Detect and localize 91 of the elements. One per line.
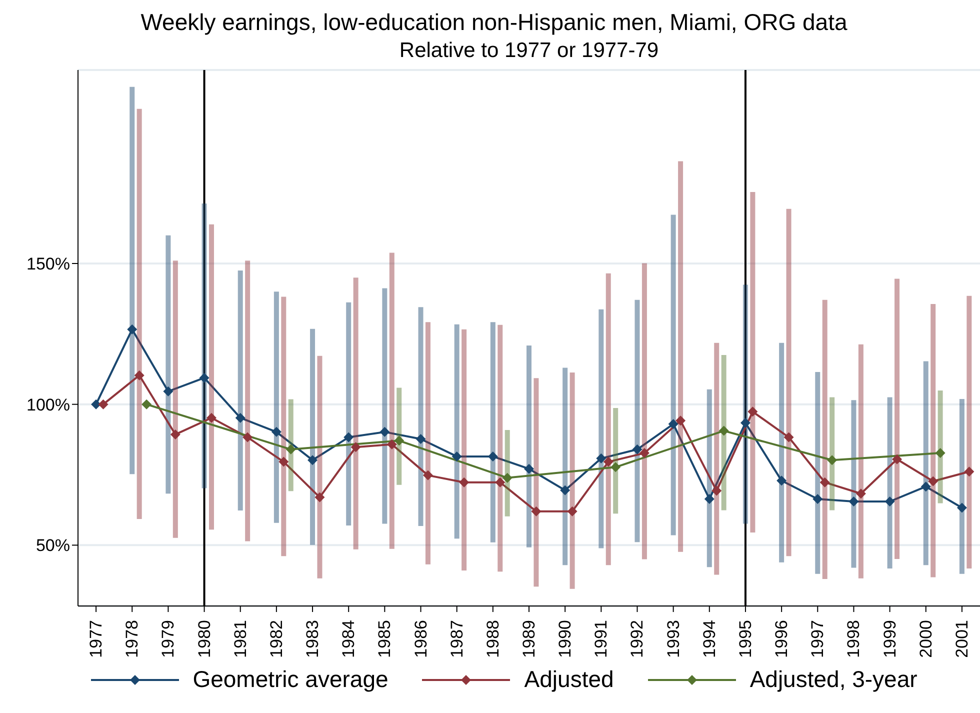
point [718,426,729,436]
point [488,451,498,462]
point [344,432,354,442]
x-tick-label: 1983 [303,620,322,658]
point [380,426,390,437]
point [884,496,895,507]
y-tick-label: 100% [26,395,70,414]
point [242,432,253,442]
x-tick-label: 1992 [628,620,647,658]
legend-label: Adjusted, 3-year [750,666,918,693]
point [422,470,433,480]
point [668,419,678,430]
point [235,412,246,423]
point [163,386,174,396]
point [98,399,108,410]
point [127,324,138,334]
point [560,485,570,496]
point [142,399,152,410]
x-tick-label: 1988 [483,620,502,658]
point [271,426,282,437]
x-tick-label: 1998 [844,620,864,658]
point [892,454,902,464]
x-tick-label: 1994 [700,620,719,658]
legend-label: Adjusted [524,666,614,693]
point [639,448,650,458]
point [134,370,144,380]
point [603,456,614,467]
point [91,399,102,410]
point [350,442,361,452]
chart-subtitle: Relative to 1977 or 1977-79 [398,38,660,64]
x-tick-label: 1986 [411,620,430,658]
x-tick-label: 1999 [880,620,900,658]
x-tick-label: 1990 [556,620,575,658]
point [206,412,216,423]
point [712,486,722,496]
x-tick-label: 1982 [266,620,286,658]
x-tick-label: 1981 [230,620,250,658]
point [848,496,859,507]
point [704,494,714,504]
legend-label: Geometric average [192,666,388,693]
x-tick-label: 1991 [592,620,611,658]
x-tick-label: 1996 [772,620,792,658]
point [610,462,621,472]
x-tick-label: 1993 [664,620,683,658]
x-tick-label: 1984 [339,620,358,658]
point [286,444,296,454]
x-tick-label: 1980 [194,620,214,658]
point [452,451,462,462]
x-tick-label: 1978 [122,620,142,658]
x-tick-label: 1977 [86,620,106,658]
point [502,472,512,483]
point [748,406,758,417]
point [935,448,946,458]
x-tick-label: 1997 [808,620,828,658]
point [170,429,180,440]
point [416,434,426,444]
x-tick-label: 2000 [916,620,936,658]
point [308,455,318,466]
x-tick-label: 2001 [952,620,972,658]
x-tick-label: 1995 [736,620,755,658]
point [386,439,397,450]
point [495,477,506,488]
y-tick-label: 50% [36,536,70,556]
point [531,506,542,516]
x-tick-label: 1979 [158,620,178,658]
chart-title: Weekly earnings, low-education non-Hispanic men, Miami, ORG data [140,8,848,36]
point [524,464,534,474]
point [567,506,578,516]
point [920,482,931,492]
point [776,476,787,486]
point [740,418,750,428]
x-tick-label: 1987 [447,620,466,658]
x-tick-label: 1985 [375,620,394,658]
point [820,477,830,488]
point [928,476,938,486]
point [632,444,642,454]
point [314,492,325,502]
point [812,494,823,504]
point [596,453,606,464]
point [459,477,470,488]
point [278,456,289,467]
point [676,416,686,426]
y-tick-label: 150% [26,254,70,274]
point [956,502,967,513]
point [784,432,794,442]
point [964,466,974,477]
point [827,455,838,466]
point [199,372,210,383]
point [856,488,866,499]
point [394,436,404,446]
x-tick-label: 1989 [520,620,538,658]
